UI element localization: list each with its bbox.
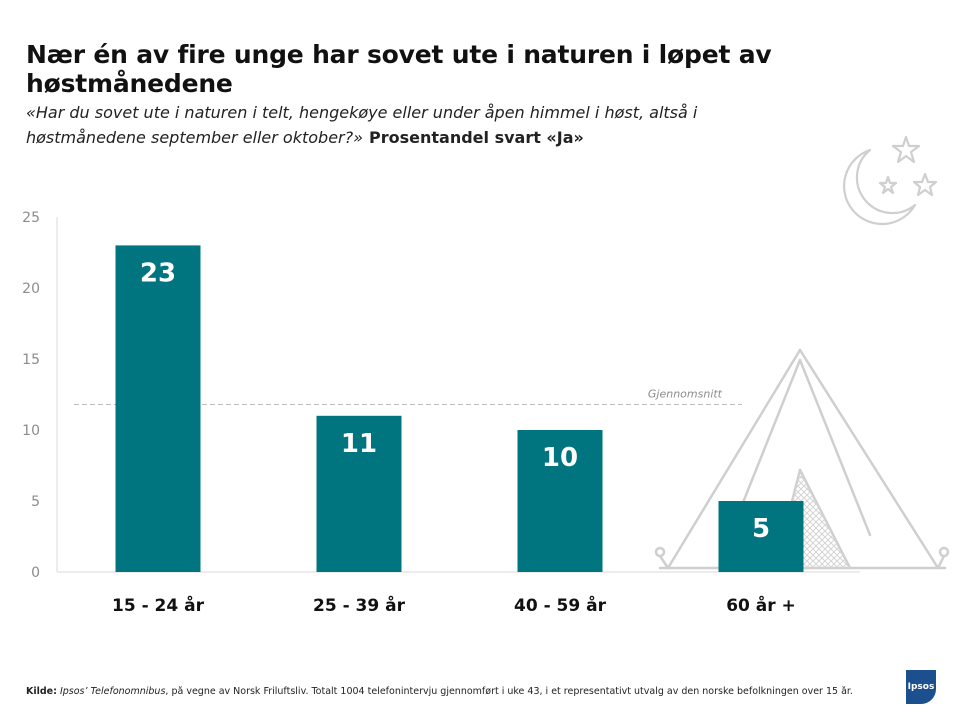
source-note: Kilde: Ipsos’ Telefonomnibus, på vegne a… [26,686,906,697]
average-label: Gjennomsnitt [648,387,723,400]
y-tick-label: 15 [22,352,40,368]
source-text: , på vegne av Norsk Friluftsliv. Totalt … [165,686,853,697]
chart-subtitle: «Har du sovet ute i naturen i telt, heng… [26,100,746,150]
chart-title: Nær én av fire unge har sovet ute i natu… [26,40,772,98]
y-tick-label: 0 [31,565,40,581]
measure-label: Prosentandel svart «Ja» [369,128,584,147]
bar-value-label: 10 [542,443,578,473]
bar [517,430,603,572]
y-tick-label: 20 [22,281,40,297]
ipsos-logo: Ipsos [906,670,936,704]
source-emphasis: Ipsos’ Telefonomnibus [59,686,166,697]
category-label: 15 - 24 år [112,594,205,616]
source-key: Kilde: [26,686,57,697]
bar-value-label: 23 [140,258,176,288]
bars: 23 11 10 5 [115,245,804,572]
survey-question: «Har du sovet ute i naturen i telt, heng… [26,103,698,147]
bar-value-label: 11 [341,429,377,459]
y-tick-label: 25 [22,210,40,226]
category-label: 40 - 59 år [514,594,607,616]
y-tick-label: 5 [31,494,40,510]
bar [115,245,201,572]
bar [718,501,804,572]
bar-chart: 0 5 10 15 20 25 Gjennomsnitt 23 11 10 5 15 - 24 … [22,135,950,616]
category-label: 25 - 39 år [313,594,406,616]
x-axis: 15 - 24 år 25 - 39 år 40 - 59 år 60 år + [112,594,796,616]
category-label: 60 år + [726,594,796,616]
moon-stars-icon [843,135,938,226]
average-reference-line: Gjennomsnitt [74,387,742,405]
bar [316,415,402,572]
bar-value-label: 5 [752,514,770,544]
y-tick-label: 10 [22,423,40,439]
